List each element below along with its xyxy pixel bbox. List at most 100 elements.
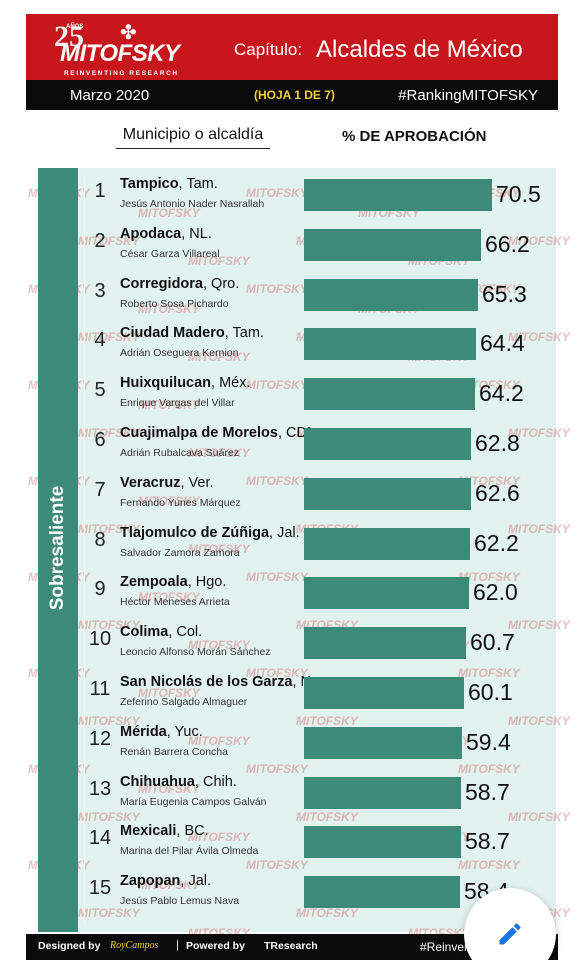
ranking-row: 14 Mexicali, BC. Marina del Pilar Ávila Ol… (38, 819, 556, 867)
municipality-name: Chihuahua, Chih. (120, 774, 310, 790)
city-name: Mérida (120, 723, 167, 740)
approval-bar (304, 378, 475, 411)
state-abbr: , Yuc. (166, 723, 203, 740)
rank-number: 1 (94, 180, 106, 202)
approval-bar (304, 428, 471, 460)
ranking-row: 10 Colima, Col. Leoncio Alfonso Morán Sánc… (38, 620, 556, 668)
state-abbr: , Tam. (178, 176, 218, 192)
approval-bar (304, 179, 492, 211)
state-abbr: , Col. (168, 624, 203, 641)
rank-number: 10 (88, 628, 112, 651)
ranking-row: 8 Tlajomulco de Zúñiga, Jal. Salvador Zamo… (38, 521, 556, 569)
mayor-name: Salvador Zamora Zamora (120, 546, 240, 559)
mayor-name: Leoncio Alfonso Morán Sánchez (120, 646, 271, 659)
municipality-name: Colima, Col. (120, 624, 310, 640)
footer-separator: | (176, 939, 179, 951)
rank-number: 14 (88, 827, 112, 850)
city-name: Huixquilucan (120, 375, 212, 392)
approval-bar (304, 328, 476, 361)
city-name: Apodaca (120, 225, 182, 242)
ranking-hashtag: #RankingMITOFSKY (398, 87, 538, 104)
approval-value: 58.7 (465, 778, 510, 805)
mayor-name: Jesús Pablo Lemus Nava (120, 895, 240, 908)
mayor-name: Zeferino Salgado Almaguer (120, 696, 248, 708)
mayor-name: Roberto Sosa Pichardo (120, 297, 229, 310)
city-name: Ciudad Madero (120, 325, 225, 342)
approval-value: 62.8 (475, 430, 520, 456)
ranking-rows: 1 Tampico, Tam. Jesús Antonio Nader Nasral… (38, 168, 556, 932)
approval-value: 62.0 (473, 579, 518, 606)
rank-number: 2 (94, 229, 106, 252)
column-header-aprobacion: % DE APROBACIÓN (342, 128, 487, 145)
ranking-row: 12 Mérida, Yuc. Renán Barrera Concha 59.4 (38, 720, 556, 768)
state-abbr: , Méx. (211, 375, 251, 392)
approval-value: 65.3 (482, 280, 527, 307)
designer-name: RoyCampos (110, 940, 159, 951)
ranking-row: 1 Tampico, Tam. Jesús Antonio Nader Nasral… (38, 172, 556, 220)
approval-value: 70.5 (496, 181, 541, 207)
rank-number: 9 (94, 578, 106, 601)
state-abbr: , Qro. (203, 275, 240, 292)
state-abbr: , CDMX (277, 425, 310, 441)
approval-bar (304, 677, 464, 709)
municipality-name: Ciudad Madero, Tam. (120, 325, 310, 341)
chapter-label: Capítulo: (234, 40, 303, 59)
city-name: San Nicolás de los Garza (120, 674, 293, 690)
city-name: Tlajomulco de Zúñiga (120, 524, 270, 541)
approval-value: 60.1 (468, 679, 513, 705)
approval-value: 58.7 (465, 828, 510, 855)
logo-anniversary: 25 (54, 20, 84, 53)
municipality-name: Zapopan, Jal. (120, 873, 310, 889)
mayor-name: César Garza Villareal (120, 247, 220, 260)
rank-number: 12 (88, 727, 112, 750)
mayor-name: Renán Barrera Concha (120, 745, 228, 758)
ranking-row: 6 Cuajimalpa de Morelos, CDMX Adrián Rubal… (38, 421, 556, 469)
city-name: Zapopan (120, 873, 181, 890)
ranking-card: 25 AÑOS ✤ MITOFSKY REINVENTING RESEARCH … (26, 14, 570, 960)
mayor-name: Fernando Yunes Márquez (120, 496, 241, 509)
rank-divider (84, 176, 85, 926)
mayor-name: Marina del Pilar Ávila Olmeda (120, 845, 259, 858)
state-abbr: , Ver. (180, 474, 214, 491)
city-name: Chihuahua (120, 773, 195, 790)
municipality-name: Mexicali, BC. (120, 823, 310, 839)
municipality-name: Mérida, Yuc. (120, 724, 310, 740)
approval-bar (304, 577, 469, 610)
rank-number: 3 (94, 279, 106, 302)
powered-by-name: TResearch (264, 940, 318, 952)
ranking-row: 15 Zapopan, Jal. Jesús Pablo Lemus Nava 58.… (38, 869, 556, 917)
city-name: Mexicali (120, 823, 177, 840)
rank-number: 13 (88, 777, 112, 800)
approval-bar (304, 228, 481, 261)
edit-button[interactable] (464, 888, 556, 960)
ranking-row: 3 Corregidora, Qro. Roberto Sosa Pichardo 6… (38, 272, 556, 320)
report-date: Marzo 2020 (70, 87, 150, 104)
approval-bar (304, 826, 461, 859)
ranking-row: 9 Zempoala, Hgo. Héctor Meneses Arrieta 62.… (38, 570, 556, 618)
mitofsky-logo: 25 AÑOS ✤ MITOFSKY REINVENTING RESEARCH (54, 20, 204, 78)
approval-value: 64.2 (479, 380, 524, 407)
state-abbr: , Jal. (180, 873, 212, 890)
city-name: Corregidora (120, 275, 203, 292)
ranking-row: 11 San Nicolás de los Garza, NL Zeferino S… (38, 670, 556, 718)
footer-hashtag: #Reinven (420, 940, 471, 954)
column-header-municipio: Municipio o alcaldía (116, 126, 270, 149)
municipality-name: Cuajimalpa de Morelos, CDMX (120, 425, 310, 441)
municipality-name: Veracruz, Ver. (120, 475, 310, 491)
state-abbr: , Hgo. (187, 574, 227, 591)
state-abbr: , NL. (181, 225, 212, 242)
approval-value: 62.2 (474, 529, 519, 556)
municipality-name: Tlajomulco de Zúñiga, Jal. (120, 525, 310, 541)
ranking-row: 4 Ciudad Madero, Tam. Adrián Oseguera Kern… (38, 321, 556, 369)
info-strip: Marzo 2020 (HOJA 1 DE 7) #RankingMITOFSK… (26, 80, 558, 110)
approval-bar (304, 278, 478, 311)
approval-bar (304, 776, 461, 809)
municipality-name: Corregidora, Qro. (120, 276, 310, 292)
state-abbr: , BC. (176, 823, 209, 840)
city-name: Colima (120, 624, 169, 641)
city-name: Cuajimalpa de Morelos (120, 425, 278, 441)
approval-bar (304, 627, 466, 660)
approval-value: 64.4 (480, 330, 525, 357)
state-abbr: , Tam. (224, 325, 264, 342)
approval-bar (304, 477, 471, 510)
